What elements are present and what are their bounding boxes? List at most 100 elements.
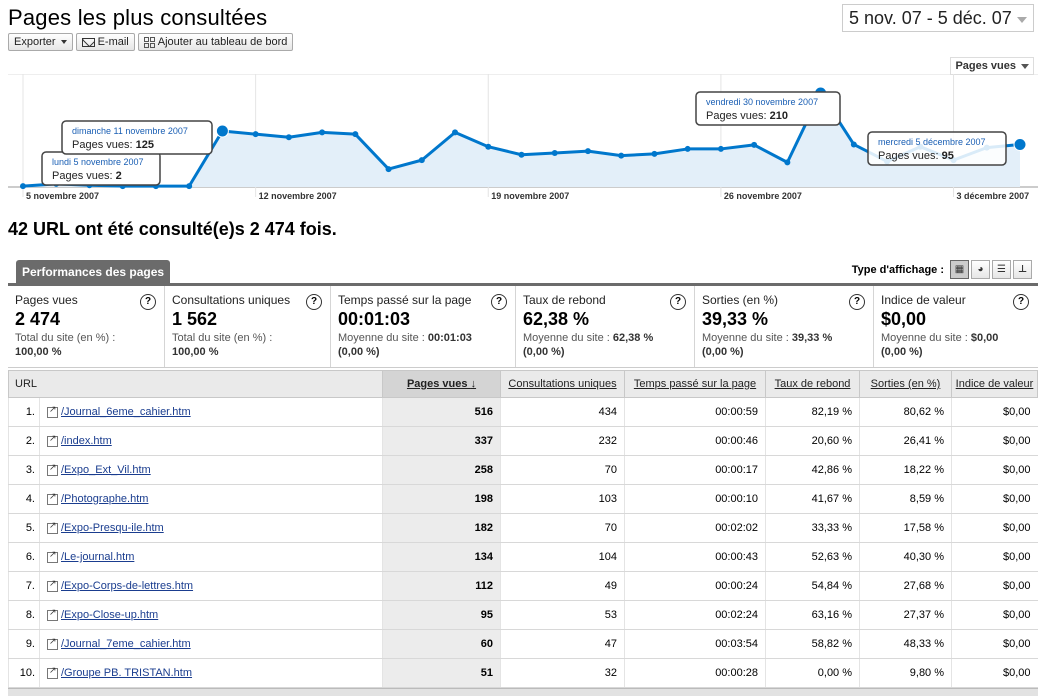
metric-box: Consultations uniques? 1 562 Total du site… [164,286,330,367]
external-link-icon[interactable] [47,549,58,563]
bounce-cell: 63,16 % [765,600,860,630]
page-url-link[interactable]: /Journal_7eme_cahier.htm [61,638,191,650]
help-icon[interactable]: ? [140,294,156,310]
data-point [20,183,26,190]
time-cell: 00:00:24 [624,571,766,601]
add-to-dashboard-button[interactable]: Ajouter au tableau de bord [137,33,294,51]
table-header-row: URL Pages vues ↓ Consultations uniques T… [7,370,1038,398]
compare-view-icon[interactable]: ⊥ [1013,260,1032,279]
table-row: 1. /Journal_6eme_cahier.htm 51643400:00:59… [8,397,1038,427]
metric-sub: Total du site (en %) : 100,00 % [172,331,323,359]
dashboard-icon [143,36,155,48]
pageviews-cell: 516 [382,397,501,427]
row-number: 9. [8,629,40,659]
external-link-icon[interactable] [47,665,58,679]
sort-arrow-icon: ↓ [470,378,477,390]
metric-sub-label: Moyenne du site : [338,332,428,344]
help-icon[interactable]: ? [306,294,322,310]
external-link-icon[interactable] [47,520,58,534]
column-header-url[interactable]: URL [7,370,384,398]
page-url-link[interactable]: /Expo-Close-up.htm [61,609,159,621]
exits-cell: 80,62 % [859,397,952,427]
page-url-link[interactable]: /Expo-Corps-de-lettres.htm [61,580,194,592]
column-header-exits[interactable]: Sorties (en %) [859,370,953,398]
external-link-icon[interactable] [47,491,58,505]
x-tick-label: 12 novembre 2007 [259,191,337,201]
tooltip-box [61,120,213,155]
metric-sub-label: Moyenne du site : [702,332,792,344]
page-url-link[interactable]: /Expo-Presqu-ile.htm [61,522,164,534]
help-icon[interactable]: ? [491,294,507,310]
bar-view-icon[interactable]: ☰ [992,260,1011,279]
unique-cell: 104 [500,542,625,572]
external-link-icon[interactable] [47,404,58,418]
help-icon[interactable]: ? [849,294,865,310]
time-cell: 00:00:43 [624,542,766,572]
url-cell: /index.htm [38,426,383,456]
bounce-cell: 33,33 % [765,513,860,543]
data-point [285,134,292,141]
export-button[interactable]: Exporter [8,33,73,51]
unique-cell: 70 [500,513,625,543]
external-link-icon[interactable] [47,607,58,621]
chart-metric-selector[interactable]: Pages vues [950,57,1034,75]
data-point [584,148,591,155]
external-link-icon[interactable] [47,636,58,650]
pageviews-cell: 51 [382,658,501,688]
exits-cell: 17,58 % [859,513,952,543]
data-point [684,145,691,152]
row-number: 4. [8,484,40,514]
metric-sub-percent: 100,00 % [15,346,62,358]
row-number: 5. [8,513,40,543]
tab-page-performance[interactable]: Performances des pages [16,260,171,283]
column-header-pageviews[interactable]: Pages vues ↓ [382,370,502,398]
pageviews-cell: 95 [382,600,501,630]
help-icon[interactable]: ? [1013,294,1029,310]
page-url-link[interactable]: /Expo_Ext_Vil.htm [61,464,151,476]
pageviews-cell: 60 [382,629,501,659]
table-view-icon[interactable]: ▦ [950,260,969,279]
email-button[interactable]: E-mail [75,33,135,51]
value-cell: $0,00 [951,600,1038,630]
pageviews-cell: 134 [382,542,501,572]
column-header-time[interactable]: Temps passé sur la page [624,370,767,398]
bounce-cell: 54,84 % [765,571,860,601]
time-cell: 00:00:46 [624,426,766,456]
column-header-value[interactable]: Indice de valeur [951,370,1038,398]
data-point [452,129,459,136]
pie-view-icon[interactable]: ◕ [971,260,990,279]
exits-cell: 40,30 % [859,542,952,572]
bounce-cell: 41,67 % [765,484,860,514]
chevron-down-icon[interactable] [1017,17,1027,23]
unique-cell: 53 [500,600,625,630]
column-header-bounce[interactable]: Taux de rebond [765,370,861,398]
external-link-icon[interactable] [47,462,58,476]
value-cell: $0,00 [951,658,1038,688]
unique-cell: 434 [500,397,625,427]
external-link-icon[interactable] [47,433,58,447]
view-type-label: Type d'affichage : [851,263,944,276]
tooltip-date: vendredi 30 novembre 2007 [706,97,818,107]
page-url-link[interactable]: /Groupe PB. TRISTAN.htm [61,667,193,679]
pageviews-chart: 5 novembre 2007 12 novembre 2007 19 novemb… [8,74,1038,201]
data-point [352,131,359,138]
page-url-link[interactable]: /Journal_6eme_cahier.htm [61,406,191,418]
bounce-cell: 82,19 % [765,397,860,427]
page-url-link[interactable]: /Le-journal.htm [61,551,135,563]
tooltip-date: lundi 5 novembre 2007 [52,157,144,167]
page-url-link[interactable]: /Photographe.htm [61,493,149,505]
data-point [215,124,229,138]
column-header-unique[interactable]: Consultations uniques [500,370,626,398]
tab-divider [8,283,1038,286]
row-number: 1. [8,397,40,427]
external-link-icon[interactable] [47,578,58,592]
date-range-selector[interactable]: 5 nov. 07 - 5 déc. 07 [842,4,1034,32]
metric-sub-label: Moyenne du site : [523,332,613,344]
page-url-link[interactable]: /index.htm [61,435,112,447]
metric-box: Taux de rebond? 62,38 % Moyenne du site : … [515,286,694,367]
help-icon[interactable]: ? [670,294,686,310]
data-point [319,129,326,136]
unique-cell: 47 [500,629,625,659]
